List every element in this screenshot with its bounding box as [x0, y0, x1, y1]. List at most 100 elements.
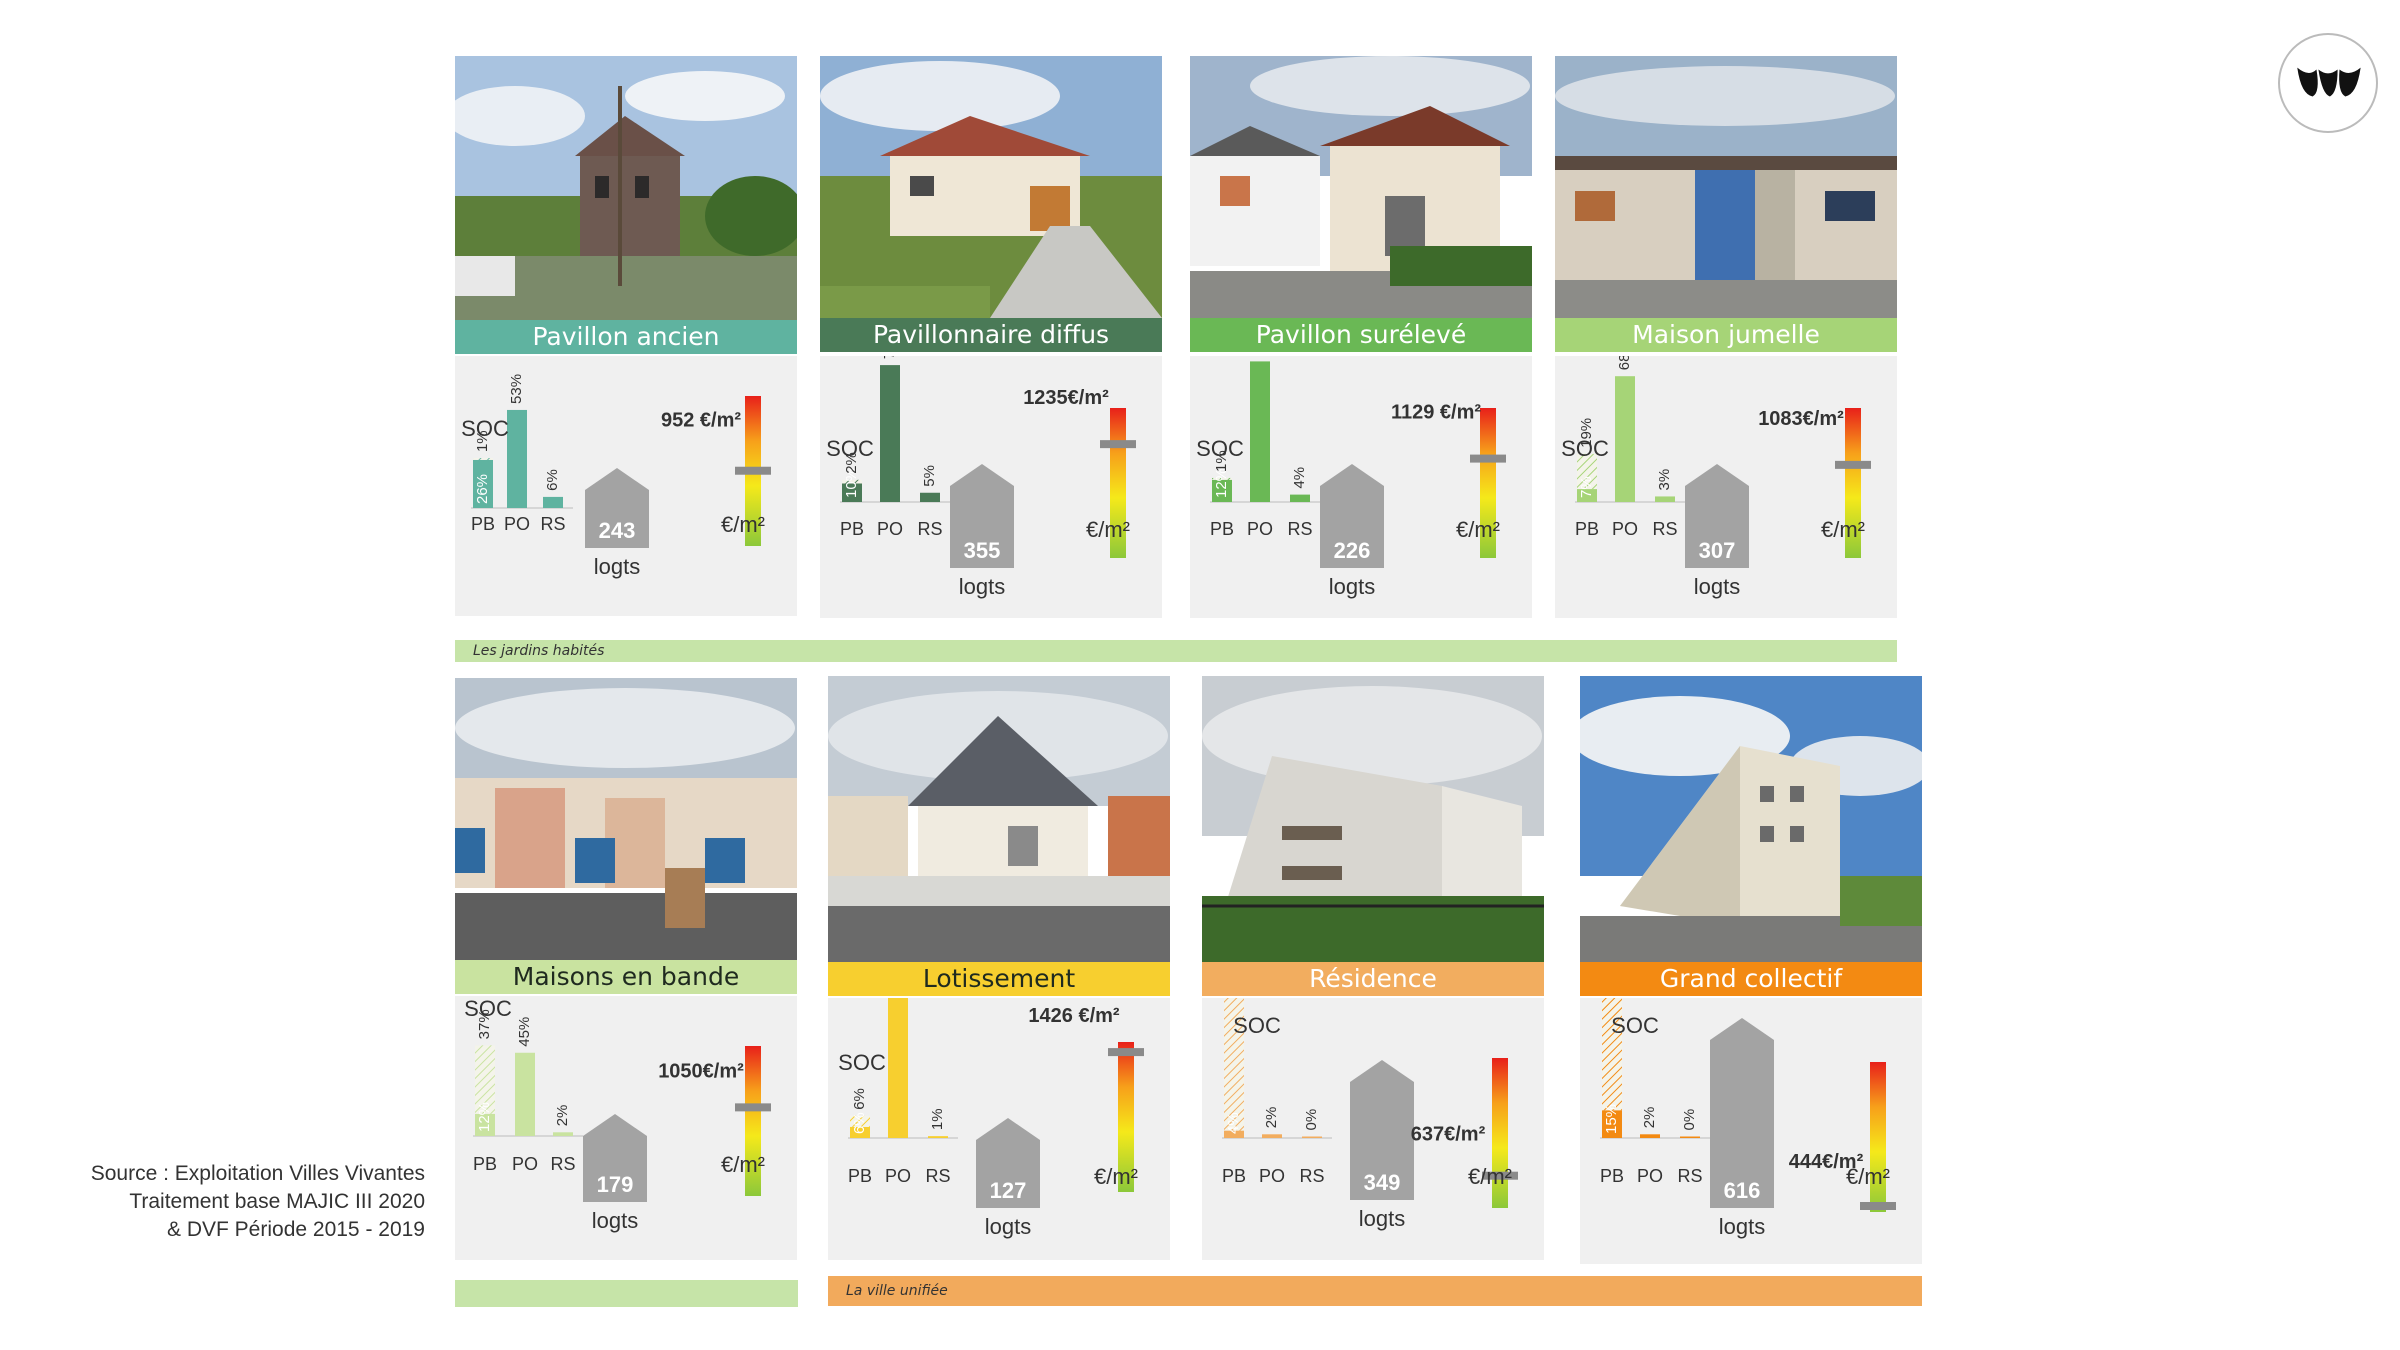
house-shape: [1685, 464, 1749, 568]
house-shape: [1710, 1018, 1774, 1208]
price-unit-label: €/m²: [721, 512, 765, 537]
bar-pb: [850, 1126, 870, 1138]
value-label-pb-soc: 19%: [1578, 418, 1595, 448]
source-note: Source : Exploitation Villes Vivantes Tr…: [20, 1160, 425, 1244]
bar-pb-soc: [842, 479, 862, 484]
logements-label: logts: [1329, 574, 1375, 599]
price-label: 1083€/m²: [1758, 408, 1844, 430]
photo-lotissement: [828, 676, 1170, 962]
bar-pb-soc: [1212, 477, 1232, 480]
bar-rs: [1290, 494, 1310, 502]
bar-pb: [1224, 1130, 1244, 1138]
value-label-rs: 6%: [544, 469, 561, 491]
house-shape: [950, 464, 1014, 568]
value-label-rs: 0%: [1681, 1109, 1698, 1131]
price-marker: [1482, 1171, 1518, 1180]
logements-label: logts: [959, 574, 1005, 599]
value-label-pb: 12%: [1213, 468, 1230, 498]
house-shape: [585, 468, 649, 548]
bar-pb: [1602, 1110, 1622, 1138]
bar-po: [888, 998, 908, 1138]
typology-title: Résidence: [1202, 962, 1544, 996]
stats-panel: 12% 37% 45% 2% SOC PB PO RS 179 logts 1050€/m² €/m²: [455, 996, 797, 1260]
typology-title: Lotissement: [828, 962, 1170, 996]
price-label: 1050€/m²: [658, 1060, 744, 1082]
typology-title: Pavillon ancien: [455, 320, 797, 354]
bar-po: [515, 1052, 535, 1136]
value-label-po: 45%: [516, 1017, 533, 1047]
category-label-pb: PB: [471, 514, 495, 534]
price-marker: [1108, 1048, 1144, 1057]
house-shape: [1350, 1060, 1414, 1200]
typology-title: Grand collectif: [1580, 962, 1922, 996]
logements-label: logts: [985, 1214, 1031, 1239]
stats-panel: 7% 19% 68% 3% SOC PB PO RS 307 logts 1083€/m² €/m²: [1555, 356, 1897, 618]
category-label-po: PO: [504, 514, 530, 534]
value-label-pb-soc: 1%: [1213, 450, 1230, 472]
category-label-rs: RS: [550, 1154, 575, 1174]
value-label-pb: 15%: [1603, 1104, 1620, 1134]
logements-label: logts: [1694, 574, 1740, 599]
bar-po: [1262, 1134, 1282, 1138]
soc-label: SOC: [1196, 436, 1244, 461]
value-label-pb-soc: 1%: [474, 430, 491, 452]
typology-card-maison-jumelle: Maison jumelle 7% 19% 68% 3% SOC PB PO RS 307 log…: [1555, 56, 1897, 618]
bar-pb: [473, 459, 493, 508]
bar-pb: [1212, 479, 1232, 502]
photo-maison-jumelle: [1555, 56, 1897, 318]
category-label-po: PO: [877, 519, 903, 539]
price-marker: [1860, 1202, 1896, 1210]
category-label-pb: PB: [840, 519, 864, 539]
bar-pb-soc: [1602, 998, 1622, 1111]
soc-label: SOC: [464, 996, 512, 1021]
typology-title: Maisons en bande: [455, 960, 797, 994]
value-label-pb: 26%: [474, 474, 491, 504]
price-unit-label: €/m²: [1456, 517, 1500, 542]
logements-label: logts: [1359, 1206, 1405, 1231]
value-label-po: 74%: [881, 356, 898, 359]
stats-chart: 7% 19% 68% 3% SOC PB PO RS 307 logts 1083€/m² €/m²: [1561, 356, 1871, 599]
typology-title: Pavillonnaire diffus: [820, 318, 1162, 352]
value-label-pb-soc: 6%: [851, 1088, 868, 1110]
soc-label: SOC: [461, 416, 509, 441]
value-label-rs: 5%: [921, 465, 938, 487]
typology-card-residence: Résidence 4%84%2%0%SOCPBPORS349logts637€…: [1202, 676, 1544, 1260]
photo-grand-collectif: [1580, 676, 1922, 962]
logements-label: logts: [594, 554, 640, 579]
category-label-rs: RS: [540, 514, 565, 534]
photo-pavillonnaire-diffus: [820, 56, 1162, 318]
bar-po: [880, 365, 900, 502]
brand-logo: [2278, 33, 2378, 133]
bar-rs: [553, 1132, 573, 1136]
value-label-pb-soc: 2%: [843, 452, 860, 474]
typology-title: Maison jumelle: [1555, 318, 1897, 352]
bar-rs: [1655, 496, 1675, 502]
price-marker: [1470, 454, 1506, 463]
price-gradient: [1480, 408, 1496, 558]
price-label: 637€/m²: [1411, 1124, 1486, 1146]
category-label-po: PO: [1637, 1166, 1663, 1186]
value-label-pb-soc: 37%: [476, 1009, 493, 1039]
bar-pb-soc: [1577, 453, 1597, 490]
category-label-pb: PB: [1222, 1166, 1246, 1186]
category-label-pb: PB: [473, 1154, 497, 1174]
bar-rs: [928, 1136, 948, 1138]
band-empty-green: [455, 1280, 798, 1307]
category-label-rs: RS: [1299, 1166, 1324, 1186]
value-label-pb: 7%: [1578, 476, 1595, 498]
source-line: Traitement base MAJIC III 2020: [129, 1190, 425, 1213]
band-ville-unifiee: La ville unifiée: [828, 1276, 1922, 1306]
logo-icon: [2297, 67, 2361, 97]
value-label-pb: 6%: [851, 1112, 868, 1134]
photo-residence: [1202, 676, 1544, 962]
typology-title: Pavillon surélevé: [1190, 318, 1532, 352]
category-label-rs: RS: [1652, 519, 1677, 539]
